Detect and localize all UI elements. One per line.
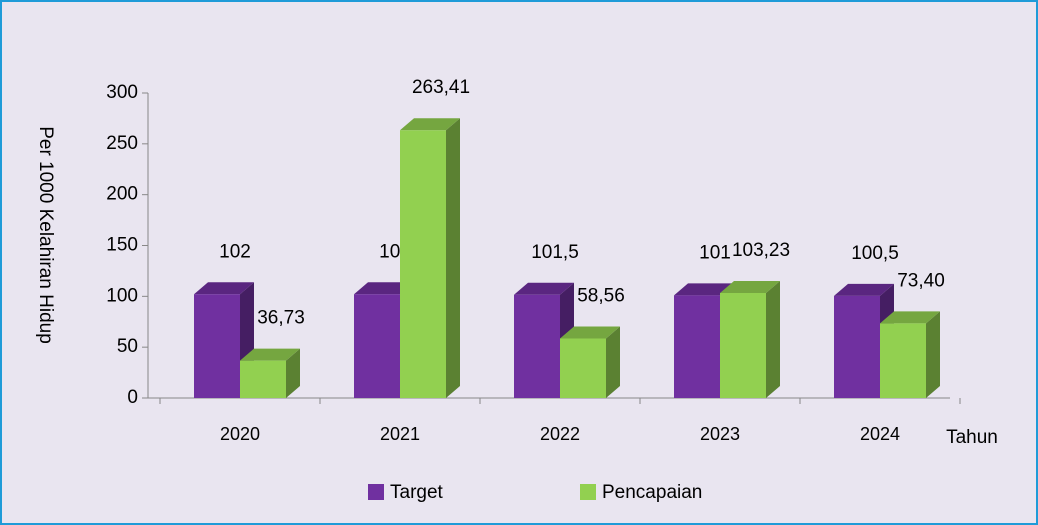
- bar: [400, 118, 460, 399]
- bar-top: [240, 348, 300, 361]
- value-label: 73,40: [897, 270, 945, 291]
- bar-top: [674, 283, 734, 296]
- bar-front: [354, 294, 400, 398]
- bar-front: [400, 130, 446, 398]
- bar-front: [240, 360, 286, 398]
- y-tick-label: 200: [106, 184, 138, 205]
- x-tick-label: 2022: [540, 424, 580, 444]
- bar-top: [720, 281, 780, 294]
- bar-top: [834, 283, 894, 296]
- bar-top: [194, 282, 254, 295]
- bar: [240, 348, 300, 398]
- value-label: 36,73: [257, 308, 305, 329]
- bar: [720, 281, 780, 398]
- bar-front: [194, 294, 240, 398]
- bar-front: [514, 294, 560, 398]
- legend-label: Target: [390, 482, 444, 503]
- value-label: 102: [219, 241, 251, 262]
- bar-top: [880, 311, 940, 324]
- bar: [880, 311, 940, 398]
- bar-front: [720, 293, 766, 398]
- bar-side: [926, 311, 940, 398]
- legend-swatch: [368, 484, 384, 500]
- x-tick-label: 2024: [860, 424, 900, 444]
- y-tick-label: 50: [117, 336, 138, 357]
- bar: [560, 326, 620, 398]
- value-label: 103,23: [732, 240, 790, 261]
- x-axis-label: Tahun: [946, 427, 998, 448]
- bar-top: [400, 118, 460, 131]
- bar-side: [286, 348, 300, 398]
- y-tick-label: 250: [106, 133, 138, 154]
- bar-front: [674, 295, 720, 398]
- bar-top: [354, 282, 414, 295]
- y-tick-label: 0: [127, 387, 138, 408]
- bar-front: [880, 323, 926, 398]
- legend-swatch: [580, 484, 596, 500]
- x-tick-label: 2020: [220, 424, 260, 444]
- y-axis-label: Per 1000 Kelahiran Hidup: [35, 126, 56, 344]
- value-label: 263,41: [412, 77, 470, 98]
- bar-side: [446, 118, 460, 399]
- bar-side: [606, 326, 620, 398]
- x-tick-label: 2021: [380, 424, 420, 444]
- value-label: 100,5: [851, 243, 899, 264]
- y-tick-label: 100: [106, 285, 138, 306]
- y-tick-label: 150: [106, 235, 138, 256]
- bar-front: [560, 338, 606, 398]
- bar-top: [514, 282, 574, 295]
- bar-top: [560, 326, 620, 339]
- value-label: 101: [699, 242, 731, 263]
- value-label: 58,56: [577, 285, 625, 306]
- bar-side: [766, 281, 780, 398]
- x-tick-label: 2023: [700, 424, 740, 444]
- value-label: 101,5: [531, 242, 579, 263]
- bar-front: [834, 295, 880, 398]
- legend-label: Pencapaian: [602, 482, 702, 503]
- y-tick-label: 300: [106, 82, 138, 103]
